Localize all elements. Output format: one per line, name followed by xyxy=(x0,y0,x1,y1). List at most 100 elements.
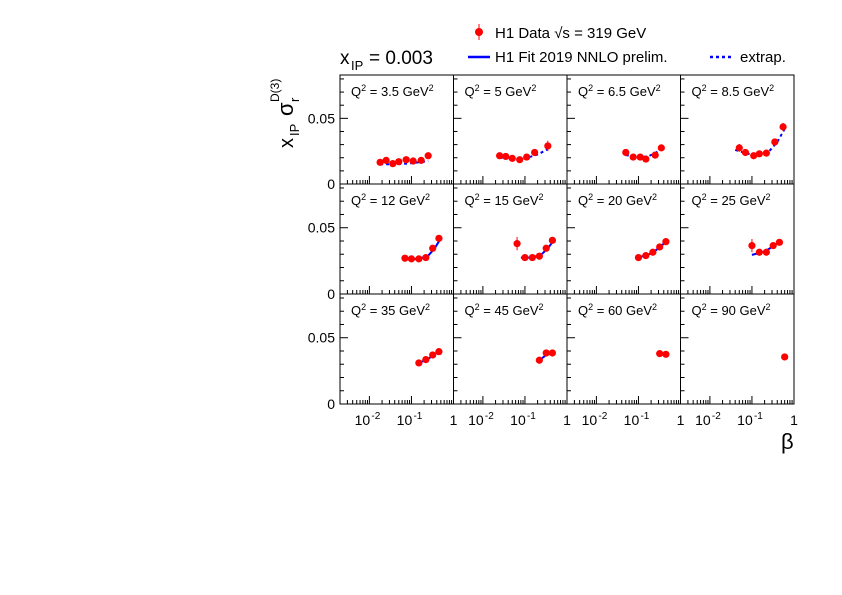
data-point xyxy=(376,158,384,166)
data-point xyxy=(755,248,763,256)
y-axis-sigma-sub: r xyxy=(287,97,302,102)
x-tick-label: 10 xyxy=(737,412,753,428)
x-tick-label: 1 xyxy=(677,412,685,428)
panel-label: Q2 = 35 GeV2 xyxy=(351,302,430,318)
data-point xyxy=(395,158,403,166)
data-point xyxy=(781,353,789,361)
data-point xyxy=(629,153,637,161)
data-point xyxy=(528,253,536,262)
data-point xyxy=(622,148,630,157)
panel-label: Q2 = 15 GeV2 xyxy=(465,192,544,208)
data-point xyxy=(422,253,430,262)
data-point xyxy=(656,350,664,358)
x-tick-label: 1 xyxy=(450,412,458,428)
y-axis-ip: IP xyxy=(287,124,302,136)
y-tick-label: 0 xyxy=(327,286,335,302)
y-axis-sigma: σ xyxy=(273,102,298,116)
y-axis-x: x xyxy=(276,138,298,148)
data-point xyxy=(771,138,779,146)
xpom-symbol: x xyxy=(340,48,350,69)
data-point xyxy=(402,156,410,164)
panel-label: Q2 = 3.5 GeV2 xyxy=(351,83,434,99)
data-point xyxy=(516,156,524,164)
data-point xyxy=(762,149,770,157)
data-point xyxy=(634,253,643,262)
legend-extrap-label: extrap. xyxy=(740,49,786,66)
data-point xyxy=(544,142,552,150)
fit-curve xyxy=(734,128,786,157)
data-point xyxy=(649,248,657,256)
panel: 0 0.05 Q2 = 12 GeV2 xyxy=(308,183,454,302)
x-tick-label: 10 xyxy=(355,412,371,428)
data-point xyxy=(382,156,390,164)
panel-label: Q2 = 12 GeV2 xyxy=(351,192,430,208)
panel-label: Q2 = 45 GeV2 xyxy=(465,302,544,318)
x-tick-exponent: -1 xyxy=(413,411,422,422)
panel: 10 -2 10 -1 1Q2 = 60 GeV2 xyxy=(566,293,685,428)
data-point xyxy=(548,236,557,244)
data-point xyxy=(417,156,425,164)
x-tick-exponent: -1 xyxy=(754,411,763,422)
data-point xyxy=(409,157,417,165)
data-point xyxy=(435,348,443,356)
data-point xyxy=(636,153,644,161)
x-tick-label: 10 xyxy=(468,412,484,428)
data-point xyxy=(496,152,504,160)
x-tick-label: 10 xyxy=(695,412,711,428)
x-tick-label: 10 xyxy=(397,412,413,428)
legend-data-label: H1 Data √s = 319 GeV xyxy=(495,25,646,42)
y-tick-label: 0.05 xyxy=(308,110,335,126)
data-point xyxy=(769,242,777,250)
data-point xyxy=(415,359,423,367)
data-point xyxy=(415,255,423,263)
panel-label: Q2 = 60 GeV2 xyxy=(578,302,657,318)
y-tick-label: 0.05 xyxy=(308,220,335,236)
data-point xyxy=(748,242,756,250)
data-point xyxy=(502,152,510,161)
data-point xyxy=(521,253,529,262)
y-tick-label: 0.05 xyxy=(308,330,335,346)
panel: 0 0.05 Q2 = 3.5 GeV2 xyxy=(308,74,454,192)
data-point xyxy=(422,356,430,364)
data-point xyxy=(750,152,758,160)
data-point xyxy=(779,123,787,131)
y-tick-label: 0 xyxy=(327,396,335,412)
panel: Q2 = 8.5 GeV2 xyxy=(680,74,795,185)
x-tick-exponent: -2 xyxy=(371,411,380,422)
panel-label: Q2 = 90 GeV2 xyxy=(692,302,771,318)
xpom-title: x IP = 0.003 xyxy=(340,48,433,73)
data-point xyxy=(657,144,665,152)
x-tick-label: 10 xyxy=(624,412,640,428)
data-point xyxy=(389,160,397,168)
x-tick-exponent: -2 xyxy=(485,411,494,422)
panel: Q2 = 5 GeV2 xyxy=(453,74,568,185)
data-point xyxy=(407,255,416,263)
y-axis-sigma-sup: D(3) xyxy=(268,79,282,102)
data-point xyxy=(642,155,650,163)
data-point xyxy=(656,243,664,251)
data-point xyxy=(548,349,557,357)
data-point xyxy=(762,248,770,256)
data-point xyxy=(513,240,521,248)
x-tick-exponent: -1 xyxy=(640,411,649,422)
data-point xyxy=(401,254,409,262)
x-tick-label: 1 xyxy=(563,412,571,428)
x-tick-label: 10 xyxy=(510,412,526,428)
legend-data-marker xyxy=(475,24,483,40)
data-point xyxy=(755,150,763,158)
data-point xyxy=(542,244,550,252)
data-point xyxy=(775,238,784,246)
data-point xyxy=(535,252,543,260)
panel: Q2 = 15 GeV2 xyxy=(453,183,568,295)
y-tick-label: 0 xyxy=(327,176,335,192)
x-axis-title: β xyxy=(781,429,794,454)
legend: H1 Data √s = 319 GeV H1 Fit 2019 NNLO pr… xyxy=(468,24,786,66)
panel: 10 -2 10 -1 1Q2 = 90 GeV2 xyxy=(680,293,798,428)
data-point xyxy=(642,251,650,260)
data-point xyxy=(735,144,743,152)
data-point xyxy=(662,350,670,358)
panel-label: Q2 = 25 GeV2 xyxy=(692,192,771,208)
data-point xyxy=(662,238,670,246)
